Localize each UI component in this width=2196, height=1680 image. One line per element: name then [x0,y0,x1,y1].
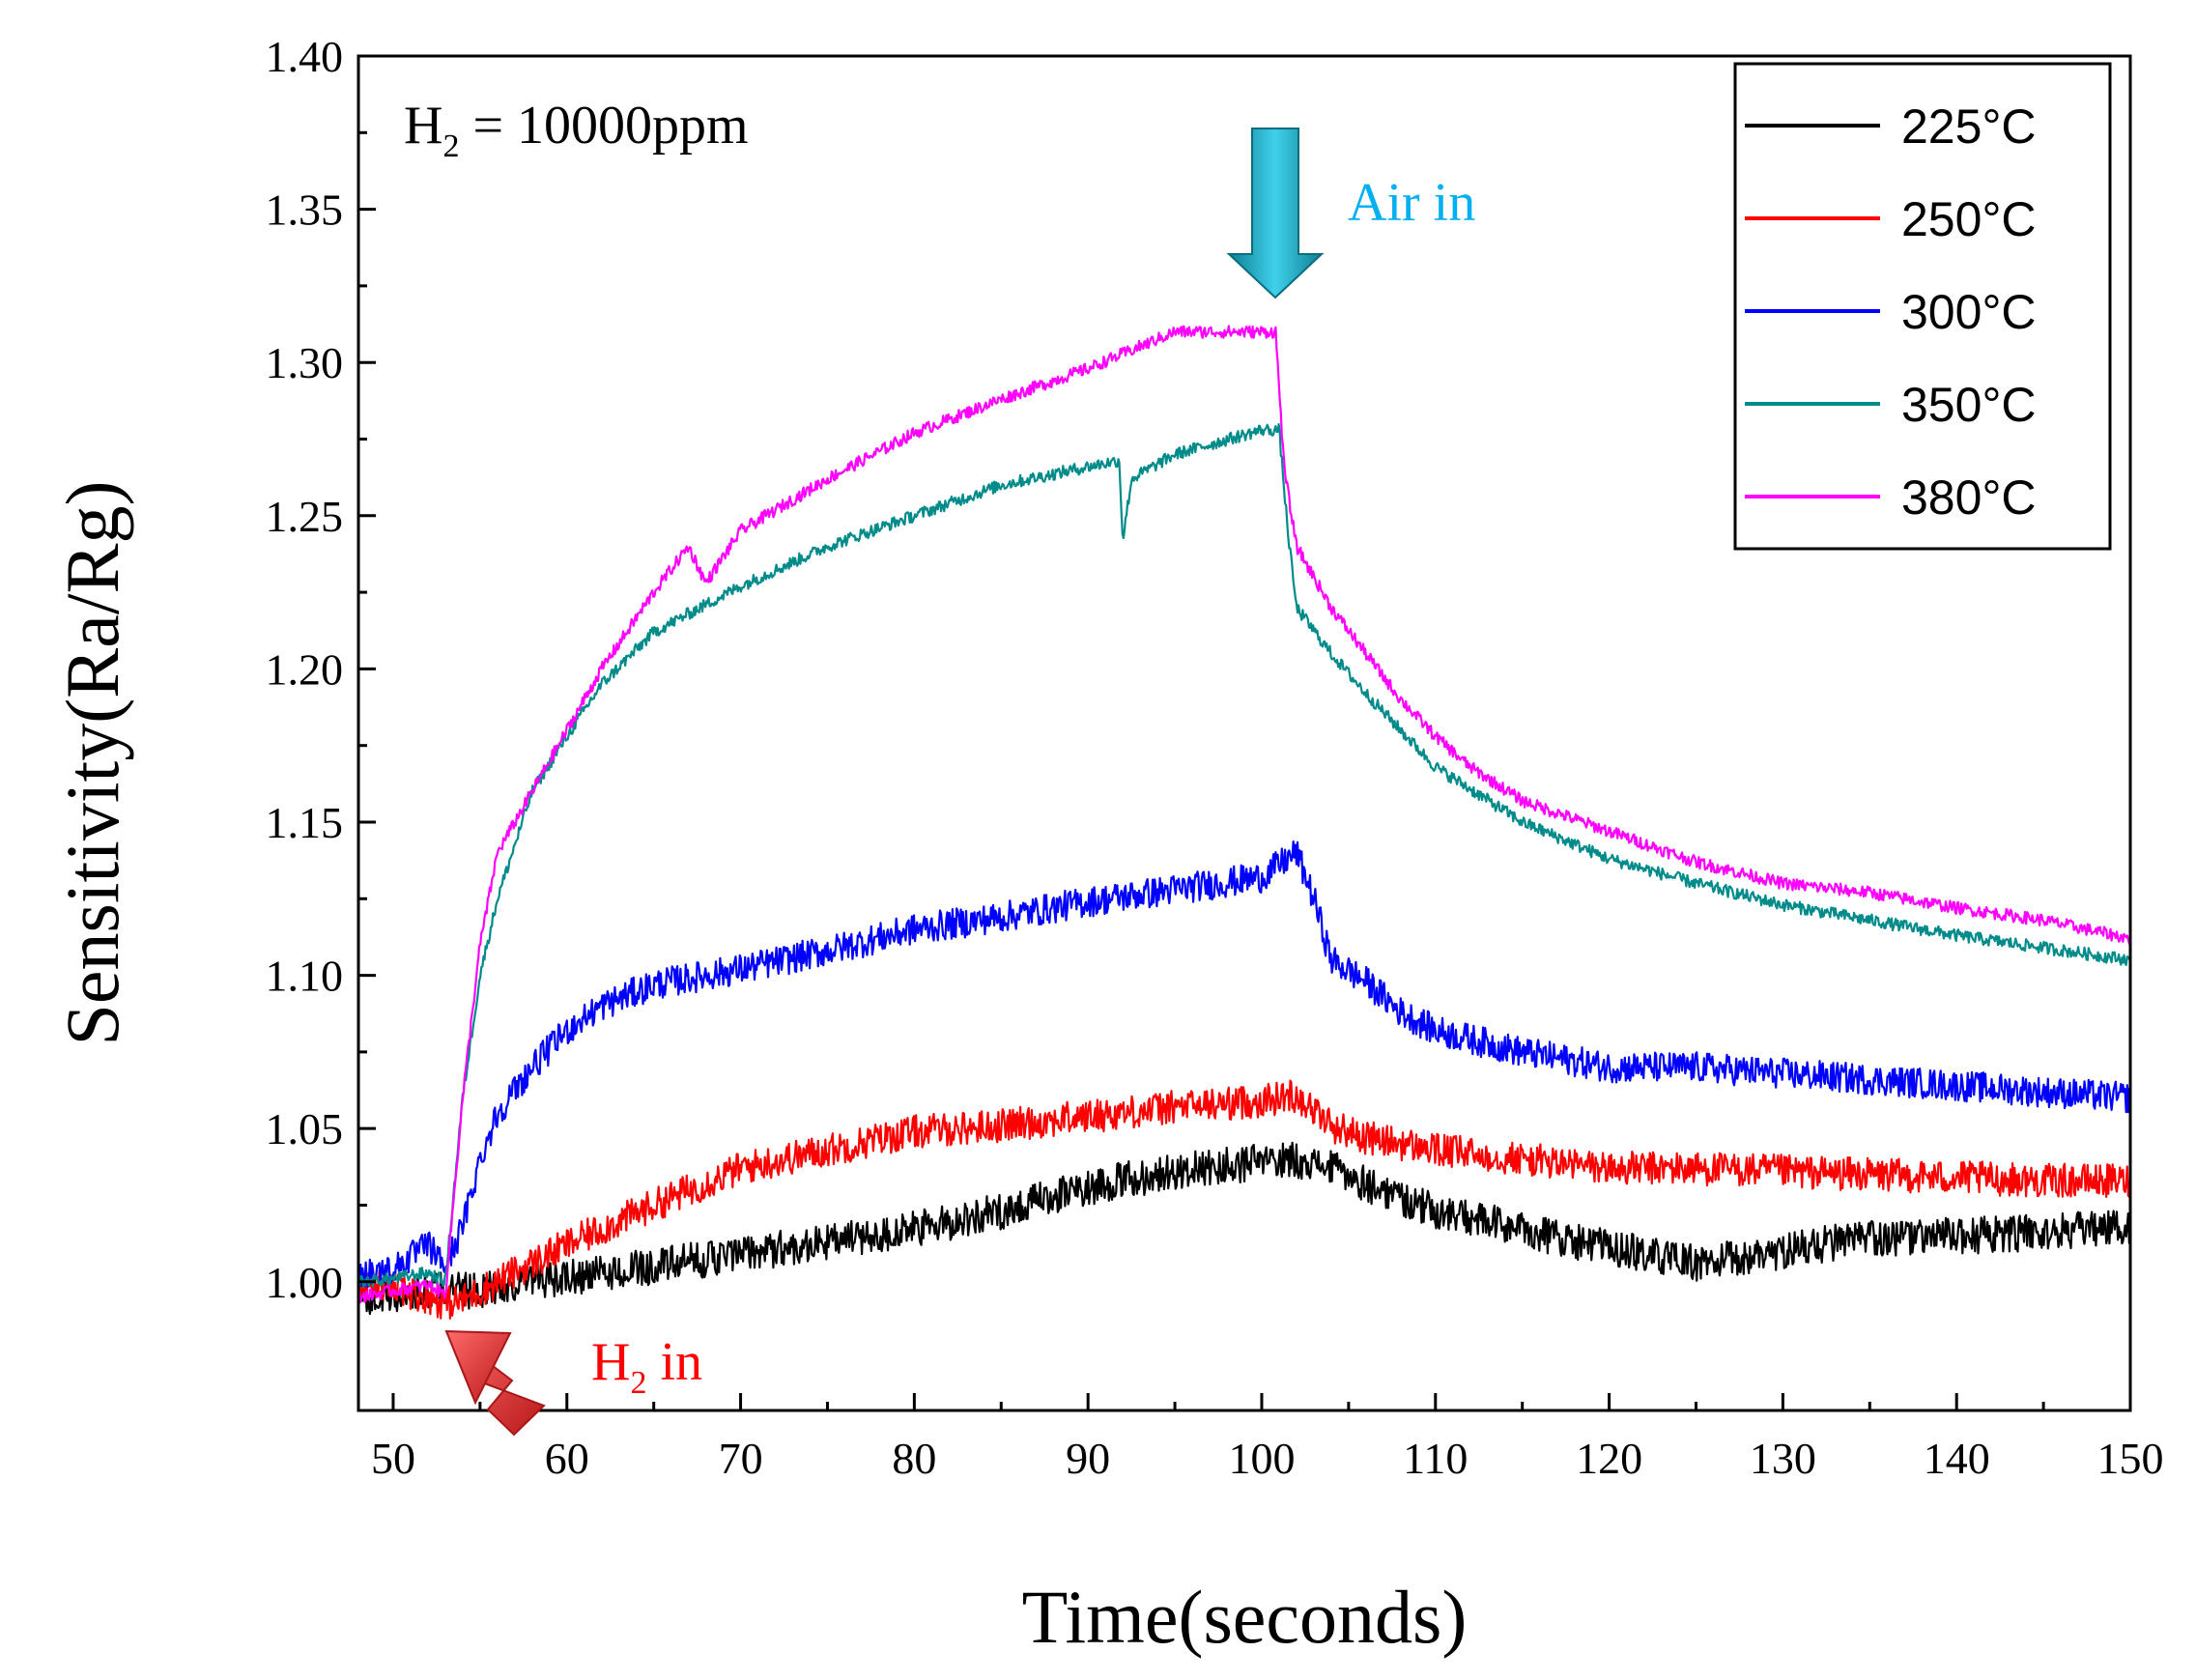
y-tick-label: 1.40 [266,32,344,81]
x-tick-label: 100 [1228,1434,1295,1483]
x-tick-label: 60 [545,1434,589,1483]
y-tick-label: 1.05 [266,1104,344,1153]
y-tick-label: 1.10 [266,952,344,1001]
y-tick-label: 1.15 [266,798,344,847]
x-axis-ticks: 50 60 70 80 90 100 110 120 130 140 150 [371,1393,2164,1483]
y-tick-label: 1.00 [266,1258,344,1307]
x-tick-label: 80 [892,1434,936,1483]
legend-label-380: 380°C [1901,470,2037,525]
x-tick-label: 50 [371,1434,415,1483]
x-tick-label: 130 [1750,1434,1816,1483]
air-in-label: Air in [1348,173,1475,233]
legend-label-250: 250°C [1901,192,2037,246]
legend-label-350: 350°C [1901,378,2037,432]
x-tick-label: 90 [1066,1434,1110,1483]
x-tick-label: 110 [1403,1434,1468,1483]
legend: 225°C 250°C 300°C 350°C 380°C [1733,62,2112,551]
legend-box [1733,62,2112,551]
x-tick-label: 120 [1576,1434,1642,1483]
x-tick-label: 150 [2097,1434,2164,1483]
series-line-300 [358,840,2130,1289]
y-tick-label: 1.30 [266,338,344,387]
h2-in-arrow-head [444,1329,512,1406]
series-line-225 [358,1141,2130,1316]
series-line-350 [358,423,2130,1288]
air-in-arrow-icon [1226,128,1325,299]
plot-frame [356,54,2132,1412]
legend-label-225: 225°C [1901,100,2037,154]
gas-concentration-label: H2 = 10000ppm [404,96,749,164]
series-line-250 [358,1079,2130,1320]
series-line-380 [358,325,2130,1303]
y-tick-label: 1.35 [266,185,344,235]
legend-label-300: 300°C [1901,285,2037,339]
x-tick-label: 140 [1924,1434,1990,1483]
series-layer [358,325,2130,1320]
x-tick-label: 70 [719,1434,763,1483]
h2-in-label: H2 in [591,1332,702,1401]
x-axis-title: Time(seconds) [1022,1575,1468,1659]
y-tick-label: 1.20 [266,644,344,694]
y-axis-title: Sensitivity(Ra/Rg) [50,481,134,1046]
y-axis-ticks: 1.00 1.05 1.10 1.15 1.20 1.25 1.30 1.35 1.40 [266,32,376,1307]
y-tick-label: 1.25 [266,492,344,541]
